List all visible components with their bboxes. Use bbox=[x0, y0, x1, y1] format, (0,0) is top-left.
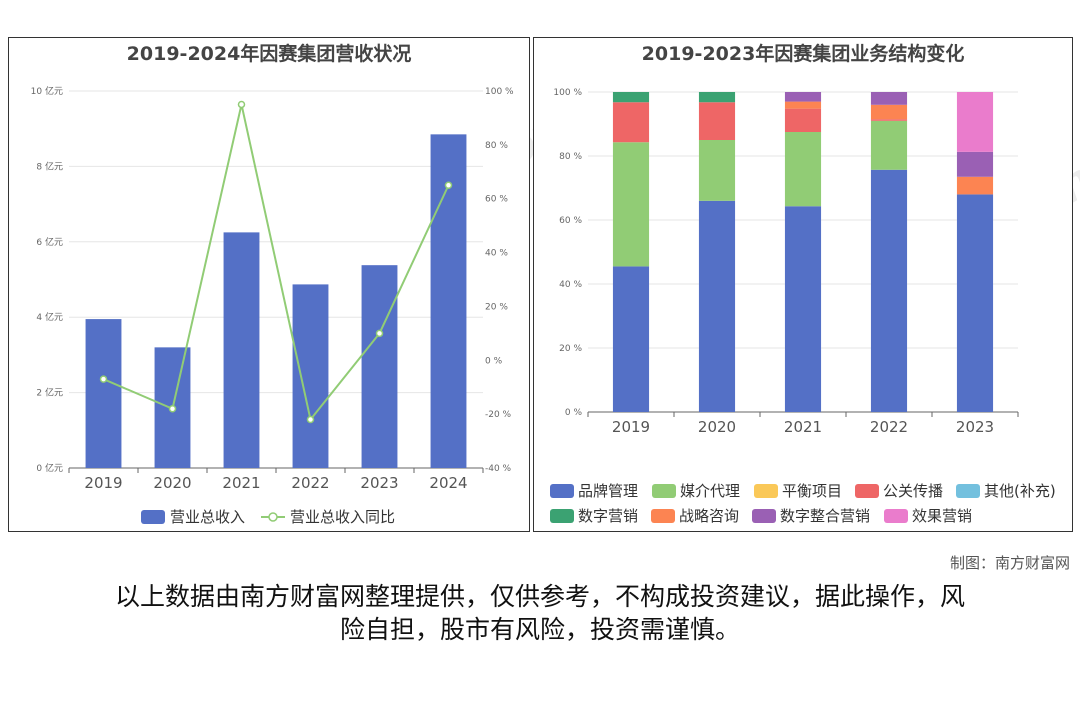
bar-revenue bbox=[361, 265, 398, 468]
bar-revenue bbox=[430, 134, 467, 468]
stacked-bar-segment bbox=[612, 142, 650, 267]
y2-tick-label: 40 % bbox=[485, 249, 508, 259]
legend-swatch bbox=[754, 484, 778, 498]
stacked-bar-segment bbox=[870, 104, 908, 120]
y-tick-label: 20 % bbox=[559, 344, 582, 354]
x-tick-label: 2022 bbox=[291, 474, 329, 492]
line-yoy-growth bbox=[103, 104, 450, 422]
legend-label: 营业总收入同比 bbox=[290, 508, 395, 526]
legend-swatch-revenue bbox=[141, 510, 165, 524]
legend-swatch bbox=[752, 509, 776, 523]
business-structure-chart: 2019-2023年因赛集团业务结构变化 0 % 20 % 40 % 60 % 80 % 1… bbox=[550, 42, 1056, 525]
x-tick-label: 2023 bbox=[360, 474, 398, 492]
stacked-bar-segment bbox=[956, 92, 994, 152]
legend-label: 营业总收入 bbox=[170, 508, 245, 526]
stacked-bar-segment bbox=[956, 151, 994, 177]
y2-tick-label: 20 % bbox=[485, 302, 508, 312]
legend-swatch bbox=[550, 509, 574, 523]
business-structure-chart-panel: 2019-2023年因赛集团业务结构变化 0 % 20 % 40 % 60 % 80 % 1… bbox=[533, 37, 1073, 532]
disclaimer: 以上数据由南方财富网整理提供，仅供参考，不构成投资建议，据此操作，风 险自担，股… bbox=[0, 580, 1080, 646]
point-yoy-growth bbox=[168, 405, 177, 413]
legend-label: 其他(补充) bbox=[984, 482, 1056, 500]
legend-swatch bbox=[550, 484, 574, 498]
disclaimer-line-1: 以上数据由南方财富网整理提供，仅供参考，不构成投资建议，据此操作，风 bbox=[114, 582, 965, 611]
y-tick-label: 40 % bbox=[559, 280, 582, 290]
x-tick-label: 2020 bbox=[153, 474, 191, 492]
stacked-bar-segment bbox=[784, 132, 822, 207]
y2-tick-label: -40 % bbox=[485, 464, 512, 474]
y-tick-label: 8 亿元 bbox=[36, 160, 63, 172]
y-tick-label: 6 亿元 bbox=[36, 236, 63, 248]
stacked-bar-segment bbox=[870, 120, 908, 170]
y2-tick-label: 80 % bbox=[485, 141, 508, 151]
point-yoy-growth bbox=[375, 329, 384, 338]
x-tick-label: 2021 bbox=[784, 418, 822, 436]
stacked-bar-segment bbox=[698, 200, 736, 412]
chart-credit: 制图：南方财富网 bbox=[949, 554, 1070, 572]
stacked-bar-segment bbox=[784, 92, 822, 102]
legend-label: 数字营销 bbox=[578, 507, 638, 525]
stacked-bar-segment bbox=[784, 108, 822, 132]
point-yoy-growth bbox=[306, 415, 315, 424]
legend-label: 公关传播 bbox=[883, 482, 943, 500]
y2-tick-label: 100 % bbox=[485, 87, 514, 97]
stacked-bar-segment bbox=[956, 176, 994, 195]
y2-tick-label: 0 % bbox=[485, 356, 503, 366]
stacked-bar-segment bbox=[612, 266, 650, 412]
bar-revenue bbox=[292, 284, 329, 468]
revenue-chart: 2019-2024年因赛集团营收状况 0 亿元 2 亿元 4 亿元 6 亿元 8 亿元 10… bbox=[31, 42, 514, 526]
bar-revenue bbox=[85, 319, 122, 468]
legend-label: 战略咨询 bbox=[679, 507, 739, 525]
stacked-bar-segment bbox=[870, 92, 908, 105]
legend-swatch bbox=[956, 484, 980, 498]
stacked-bar-segment bbox=[612, 92, 650, 103]
stacked-bar-segment bbox=[698, 140, 736, 201]
x-tick-label: 2022 bbox=[870, 418, 908, 436]
revenue-chart-panel: 2019-2024年因赛集团营收状况 0 亿元 2 亿元 4 亿元 6 亿元 8 亿元 10… bbox=[8, 37, 530, 532]
point-yoy-growth bbox=[99, 375, 108, 383]
chart-title: 2019-2024年因赛集团营收状况 bbox=[127, 42, 412, 65]
y2-tick-label: -20 % bbox=[485, 410, 512, 420]
y-tick-label: 10 亿元 bbox=[31, 85, 63, 97]
stacked-bar-segment bbox=[698, 92, 736, 103]
legend-label: 品牌管理 bbox=[578, 482, 638, 500]
bar-revenue bbox=[223, 232, 260, 468]
legend-label: 平衡项目 bbox=[782, 482, 842, 500]
y2-tick-label: 60 % bbox=[485, 195, 508, 205]
y-tick-label: 0 亿元 bbox=[36, 462, 63, 474]
x-tick-label: 2023 bbox=[956, 418, 994, 436]
stacked-bar-segment bbox=[612, 102, 650, 143]
y-tick-label: 100 % bbox=[553, 88, 582, 98]
y-tick-label: 60 % bbox=[559, 216, 582, 226]
disclaimer-line-2: 险自担，股市有风险，投资需谨慎。 bbox=[339, 615, 740, 644]
legend-label: 数字整合营销 bbox=[780, 507, 870, 525]
chart-title: 2019-2023年因赛集团业务结构变化 bbox=[642, 42, 965, 65]
stacked-bar-segment bbox=[870, 119, 908, 121]
x-tick-label: 2021 bbox=[222, 474, 260, 492]
stacked-bar-segment bbox=[870, 169, 908, 412]
stacked-bar-segment bbox=[698, 102, 736, 140]
legend-swatch bbox=[884, 509, 908, 523]
legend-label: 媒介代理 bbox=[680, 482, 740, 500]
x-tick-label: 2019 bbox=[612, 418, 650, 436]
y-tick-label: 0 % bbox=[565, 408, 583, 418]
point-yoy-growth bbox=[444, 181, 453, 189]
stacked-bar-segment bbox=[784, 101, 822, 109]
stacked-bar-segment bbox=[956, 194, 994, 412]
x-tick-label: 2024 bbox=[429, 474, 467, 492]
stacked-bar-segment bbox=[784, 206, 822, 412]
point-yoy-growth bbox=[237, 100, 246, 109]
y-tick-label: 4 亿元 bbox=[36, 311, 63, 323]
x-tick-label: 2020 bbox=[698, 418, 736, 436]
x-tick-label: 2019 bbox=[84, 474, 122, 492]
legend-swatch bbox=[651, 509, 675, 523]
y-tick-label: 80 % bbox=[559, 152, 582, 162]
legend-swatch bbox=[855, 484, 879, 498]
y-tick-label: 2 亿元 bbox=[36, 387, 63, 399]
legend-marker-yoy-growth bbox=[268, 512, 278, 522]
legend-swatch bbox=[652, 484, 676, 498]
legend-label: 效果营销 bbox=[912, 507, 972, 525]
